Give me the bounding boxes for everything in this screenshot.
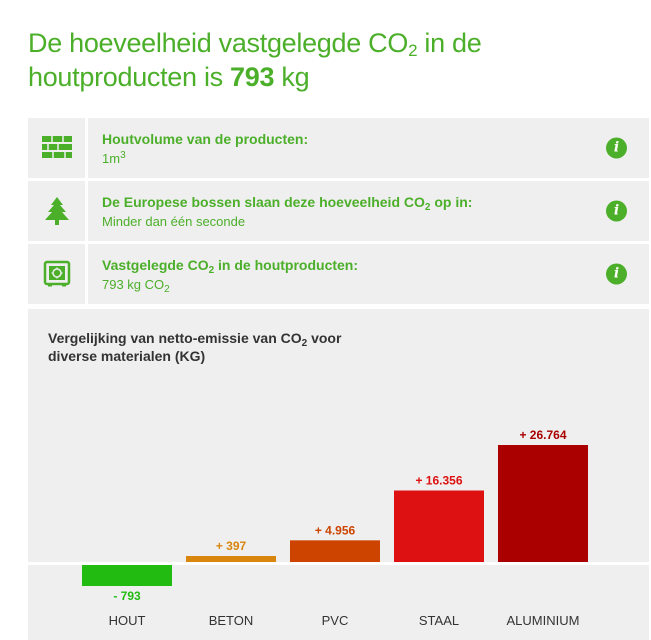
bar-staal — [394, 490, 484, 562]
forest-storage-label: De Europese bossen slaan deze hoeveelhei… — [102, 193, 473, 213]
bar-aluminium — [498, 445, 588, 562]
chart-baseline — [28, 562, 649, 565]
storage-safe-icon — [43, 260, 70, 287]
data-label-beton: + 397 — [216, 539, 247, 553]
category-label-pvc: PVC — [322, 613, 349, 628]
info-icon[interactable]: i — [606, 137, 627, 159]
emission-chart-panel: Vergelijking van netto-emissie van CO2 v… — [28, 309, 649, 640]
category-label-staal: STAAL — [419, 613, 459, 628]
category-label-hout: HOUT — [109, 613, 146, 628]
chart-title: Vergelijking van netto-emissie van CO2 v… — [48, 330, 342, 364]
stacked-planks-icon — [41, 136, 72, 158]
data-label-hout: - 793 — [113, 589, 141, 603]
info-row-wood-volume: Houtvolume van de producten: 1m3 i — [28, 118, 649, 178]
pine-tree-icon — [44, 197, 69, 225]
info-row-forest-storage: De Europese bossen slaan deze hoeveelhei… — [28, 181, 649, 241]
category-label-aluminium: ALUMINIUM — [507, 613, 580, 628]
co2-amount: 793 — [230, 62, 275, 92]
wood-volume-value: 1m3 — [102, 149, 126, 166]
stored-co2-label: Vastgelegde CO2 in de houtproducten: — [102, 256, 359, 276]
bar-beton — [186, 556, 276, 562]
wood-volume-label: Houtvolume van de producten: — [102, 130, 309, 147]
data-label-aluminium: + 26.764 — [519, 428, 566, 442]
forest-storage-value: Minder dan één seconde — [102, 213, 246, 229]
info-icon[interactable]: i — [606, 200, 627, 222]
data-label-pvc: + 4.956 — [315, 523, 356, 537]
bar-pvc — [290, 540, 380, 562]
data-label-staal: + 16.356 — [415, 473, 462, 487]
stored-co2-value: 793 kg CO2 — [102, 276, 170, 295]
bar-hout — [82, 565, 172, 586]
emission-bar-chart: - 793 HOUT + 397 BETON + 4.956 PVC + 16.356 STA… — [28, 428, 649, 628]
category-label-beton: BETON — [209, 613, 254, 628]
info-row-stored-co2: Vastgelegde CO2 in de houtproducten: 793… — [28, 244, 649, 304]
info-rows: Houtvolume van de producten: 1m3 i De Eu… — [28, 118, 649, 307]
info-icon[interactable]: i — [606, 263, 627, 285]
page-title: De hoeveelheid vastgelegde CO2 in de hou… — [28, 28, 482, 92]
